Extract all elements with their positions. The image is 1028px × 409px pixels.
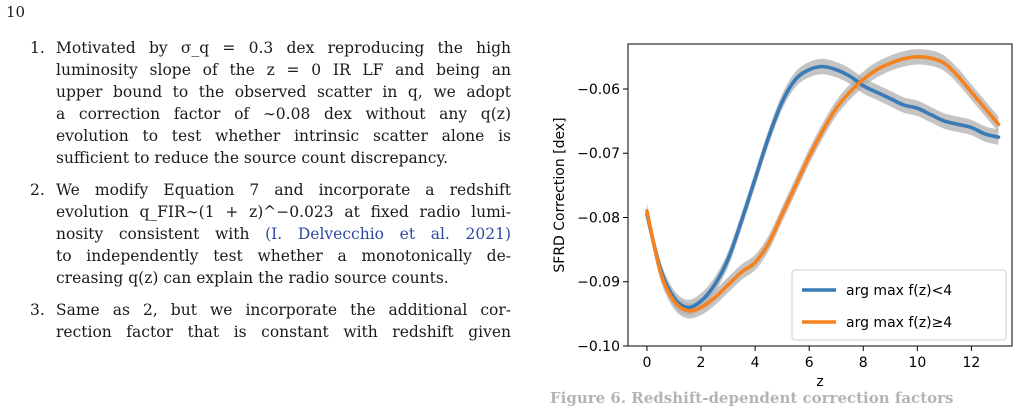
uncertainty-bands	[646, 49, 999, 319]
text-line: creasing q(z) can explain the radio sour…	[56, 269, 449, 287]
text-line: a correction factor of ∼0.08 dex without…	[56, 105, 511, 123]
text-line: Same as 2, but we incorporate the additi…	[56, 301, 511, 319]
list-item-number: 3.	[30, 301, 45, 319]
series-2-band	[646, 49, 999, 319]
y-tick-label: −0.06	[577, 82, 620, 98]
chart-container: 0 2 4 6 8 10 12 −0.10 −0.09 −0.08 −0.07 −0.06 z SF…	[540, 30, 1028, 409]
x-tick-label: 2	[697, 355, 706, 371]
text-line: Motivated by σ_q = 0.3 dex reproducing t…	[56, 39, 511, 57]
legend-label-1: arg max f(z)<4	[846, 283, 952, 299]
x-tick-label: 8	[859, 355, 868, 371]
series-1-line	[645, 64, 1001, 310]
x-tick-label: 12	[963, 355, 981, 371]
text-line: to independently test whether a monotoni…	[56, 247, 511, 265]
page-number: 10	[6, 3, 26, 21]
text-line-with-citation: nosity consistent with (I. Delvecchio et…	[56, 224, 511, 246]
figure-caption: Figure 6. Redshift-dependent correction …	[550, 389, 954, 407]
y-axis-label: SFRD Correction [dex]	[552, 117, 568, 272]
text-line: evolution q_FIR∼(1 + z)^−0.023 at fixed …	[56, 203, 511, 221]
y-tick-label: −0.10	[577, 339, 620, 355]
y-axis-ticks: −0.10 −0.09 −0.08 −0.07 −0.06	[577, 82, 628, 355]
text-line: upper bound to the observed scatter in q…	[56, 83, 511, 101]
list-item-number: 2.	[30, 181, 45, 199]
y-tick-label: −0.09	[577, 275, 620, 291]
x-axis-ticks: 0 2 4 6 8 10 12	[642, 346, 980, 371]
y-tick-label: −0.08	[577, 210, 620, 226]
legend-box	[791, 269, 1007, 341]
series-2-line	[645, 55, 1001, 313]
legend-label-2: arg max f(z)≥4	[846, 315, 952, 331]
x-tick-label: 10	[908, 355, 926, 371]
y-tick-label: −0.07	[577, 146, 620, 162]
x-tick-label: 4	[751, 355, 760, 371]
text-line: We modify Equation 7 and incorporate a r…	[56, 181, 511, 199]
citation-link[interactable]: (I. Delvecchio et al. 2021)	[265, 225, 511, 243]
chart-legend: arg max f(z)<4 arg max f(z)≥4	[791, 269, 1007, 341]
x-tick-label: 6	[805, 355, 814, 371]
text-line: sufficient to reduce the source count di…	[56, 149, 449, 167]
text-line: evolution to test whether intrinsic scat…	[56, 127, 511, 145]
list-item-number: 1.	[30, 39, 45, 57]
plot-frame	[627, 43, 1013, 347]
sfrd-correction-chart: 0 2 4 6 8 10 12 −0.10 −0.09 −0.08 −0.07 −0.06 z SF…	[552, 43, 1013, 390]
series-lines	[645, 55, 1001, 313]
x-tick-label: 0	[642, 355, 651, 371]
text-segment: nosity consistent with	[56, 225, 266, 243]
text-line: luminosity slope of the z = 0 IR LF and …	[56, 61, 511, 79]
x-axis-label: z	[816, 374, 823, 390]
text-line: rection factor that is constant with red…	[56, 323, 511, 341]
